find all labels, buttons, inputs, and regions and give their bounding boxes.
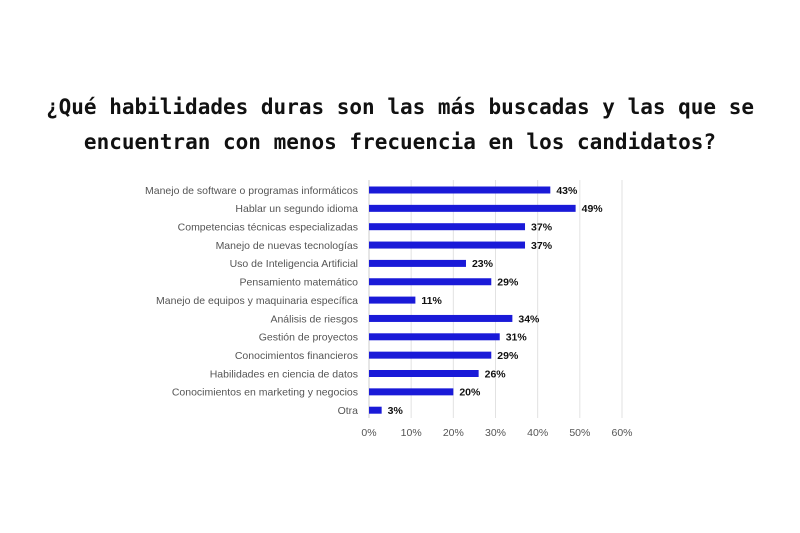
category-label: Otra (338, 405, 359, 417)
title-line-2: encuentran con menos frecuencia en los c… (83, 130, 717, 154)
bar (369, 296, 416, 304)
bar (369, 406, 382, 414)
bar (369, 333, 500, 341)
bar (369, 186, 551, 194)
bar (369, 204, 576, 212)
category-label: Conocimientos en marketing y negocios (172, 387, 358, 399)
category-label: Gestión de proyectos (259, 332, 358, 344)
bar (369, 351, 492, 359)
bar (369, 370, 479, 377)
data-label: 20% (459, 387, 481, 399)
data-label: 23% (472, 258, 494, 270)
data-label: 26% (485, 368, 507, 380)
x-tick-label: 20% (443, 427, 464, 439)
category-label: Competencias técnicas especializadas (178, 222, 358, 234)
bar (369, 388, 454, 396)
category-label: Manejo de equipos y maquinaria específic… (156, 295, 358, 307)
category-label: Conocimientos financieros (235, 350, 358, 362)
bar (369, 278, 492, 286)
data-label: 37% (531, 240, 553, 252)
data-label: 11% (421, 295, 442, 307)
title-line-1: ¿Qué habilidades duras son las más busca… (45, 95, 754, 119)
x-tick-label: 30% (485, 427, 506, 439)
x-tick-label: 50% (569, 427, 590, 439)
data-label: 49% (582, 203, 604, 215)
category-label: Análisis de riesgos (270, 313, 358, 325)
bar (369, 314, 513, 322)
category-label: Pensamiento matemático (240, 277, 359, 289)
data-label: 34% (518, 313, 540, 325)
data-label: 37% (531, 222, 553, 234)
category-label: Manejo de software o programas informáti… (145, 185, 358, 197)
data-label: 43% (556, 185, 578, 197)
x-tick-label: 60% (611, 427, 632, 439)
bar (369, 241, 526, 249)
category-label: Manejo de nuevas tecnologías (216, 240, 358, 252)
bar (369, 223, 526, 231)
data-label: 31% (506, 332, 528, 344)
category-label: Habilidades en ciencia de datos (210, 368, 358, 380)
category-label: Hablar un segundo idioma (235, 203, 358, 215)
data-label: 29% (497, 277, 519, 289)
bar (369, 259, 466, 267)
x-tick-label: 0% (361, 427, 376, 439)
x-tick-label: 40% (527, 427, 548, 439)
data-label: 3% (388, 405, 404, 417)
category-label: Uso de Inteligencia Artificial (230, 258, 358, 270)
chart-title: ¿Qué habilidades duras son las más busca… (0, 90, 800, 160)
data-label: 29% (497, 350, 519, 362)
x-tick-label: 10% (401, 427, 422, 439)
